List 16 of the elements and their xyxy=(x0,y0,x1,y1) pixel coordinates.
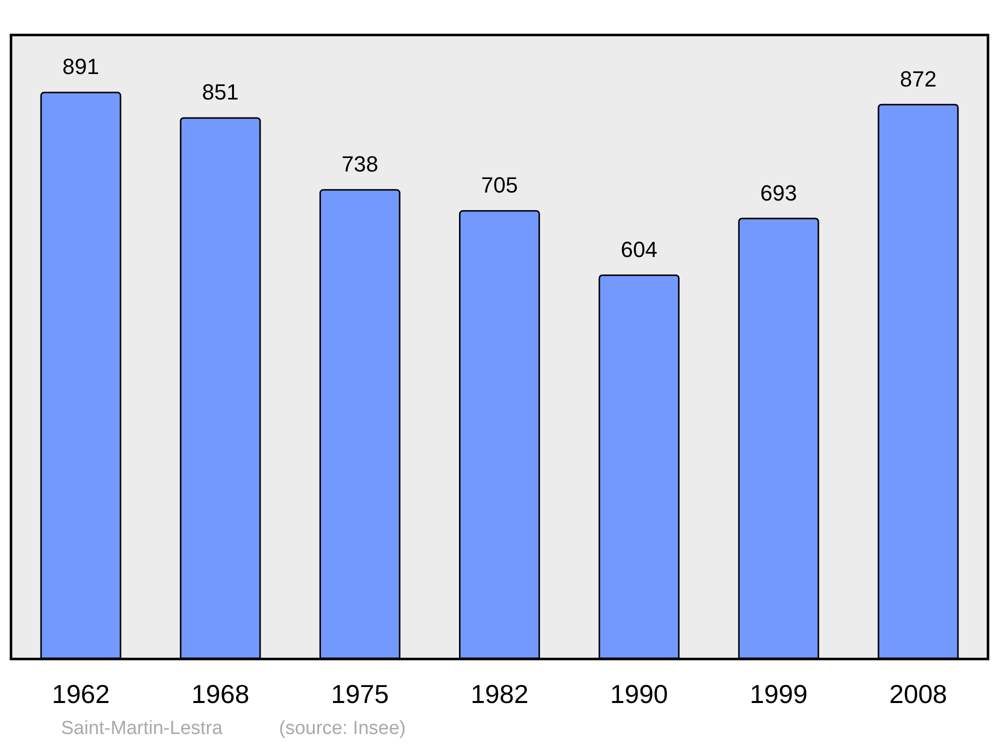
x-tick-label: 1968 xyxy=(191,679,250,709)
data-label: 738 xyxy=(342,152,378,177)
x-tick-label: 1999 xyxy=(750,679,808,709)
x-tick-label: 1962 xyxy=(52,679,110,709)
x-tick-label: 1975 xyxy=(331,679,389,709)
x-tick-label: 1982 xyxy=(470,679,528,709)
x-tick-label: 2008 xyxy=(889,679,948,709)
data-label: 872 xyxy=(900,66,937,92)
data-label: 705 xyxy=(481,172,518,198)
text: Saint-Martin-Lestra xyxy=(61,718,223,739)
data-label: 693 xyxy=(760,180,797,206)
x-tick-label: 1990 xyxy=(610,679,668,709)
data-label: 891 xyxy=(62,54,100,80)
data-label: 604 xyxy=(620,236,658,262)
text: (source: Insee) xyxy=(279,718,406,739)
data-label: 851 xyxy=(202,80,239,105)
